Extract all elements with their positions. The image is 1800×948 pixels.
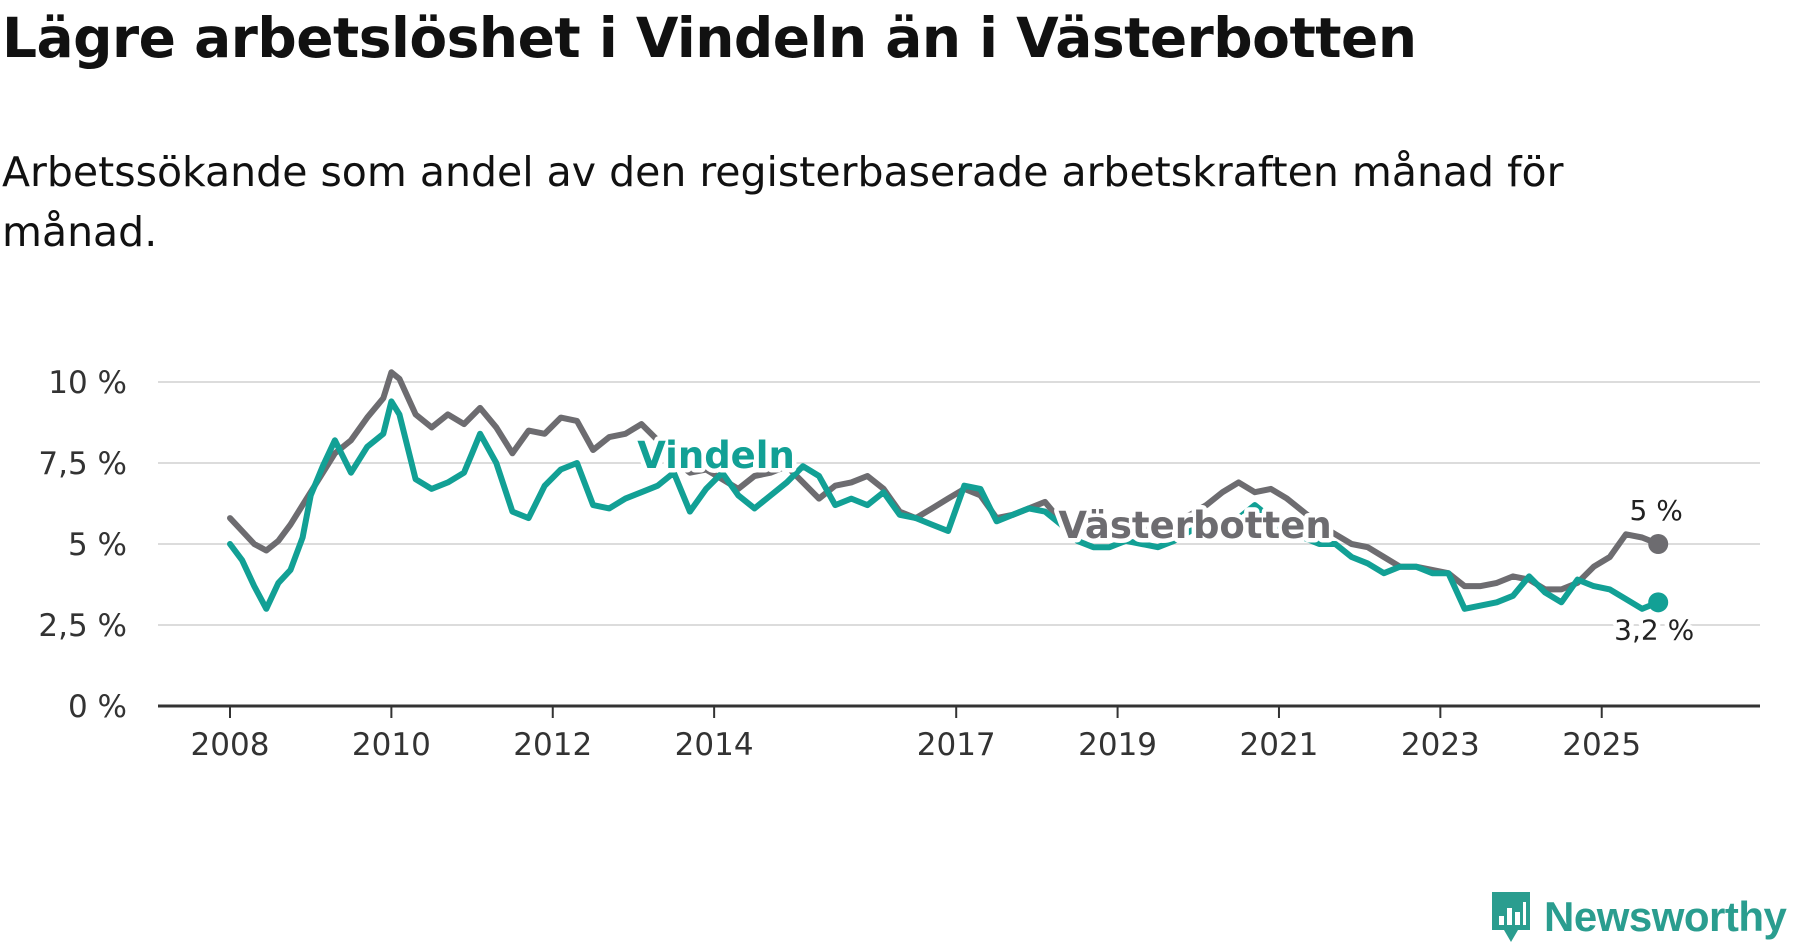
x-tick-label: 2008 — [191, 727, 270, 763]
series-label-vindeln: Vindeln — [637, 434, 795, 477]
newsworthy-logo: Newsworthy — [1488, 888, 1787, 946]
y-tick-label: 7,5 % — [38, 446, 127, 482]
x-axis-ticks: 2008 2010 2012 2014 2017 2019 2021 2023 2025 — [191, 706, 1641, 763]
x-tick-label: 2025 — [1562, 727, 1641, 763]
x-tick-label: 2019 — [1078, 727, 1157, 763]
y-tick-label: 10 % — [48, 365, 127, 401]
chart-subtitle: Arbetssökande som andel av den registerb… — [2, 148, 1564, 256]
series-labels: Vindeln Västerbotten 5 % 3,2 % — [633, 430, 1699, 651]
series-line-vindeln — [227, 398, 1662, 612]
endpoint-vindeln — [1648, 592, 1669, 613]
series-lines — [227, 369, 1669, 613]
x-tick-label: 2017 — [917, 727, 996, 763]
end-label-vindeln: 3,2 % — [1614, 613, 1694, 646]
gridlines — [158, 381, 1760, 626]
x-tick-label: 2012 — [513, 727, 592, 763]
y-tick-label: 2,5 % — [38, 608, 127, 644]
newsworthy-icon — [1492, 892, 1530, 942]
chart-title: Lägre arbetslöshet i Vindeln än i Väster… — [2, 6, 1417, 70]
series-label-vasterbotten: Västerbotten — [1058, 504, 1331, 547]
y-tick-label: 5 % — [68, 527, 127, 563]
x-tick-label: 2014 — [675, 727, 754, 763]
x-tick-label: 2021 — [1240, 727, 1319, 763]
endpoint-västerbotten — [1648, 534, 1669, 554]
brand-name: Newsworthy — [1544, 893, 1787, 940]
y-axis-ticks: 0 % 2,5 % 5 % 7,5 % 10 % — [38, 365, 127, 725]
x-tick-label: 2023 — [1401, 727, 1480, 763]
x-tick-label: 2010 — [352, 727, 431, 763]
end-label-vasterbotten: 5 % — [1630, 494, 1683, 527]
y-tick-label: 0 % — [68, 689, 127, 725]
